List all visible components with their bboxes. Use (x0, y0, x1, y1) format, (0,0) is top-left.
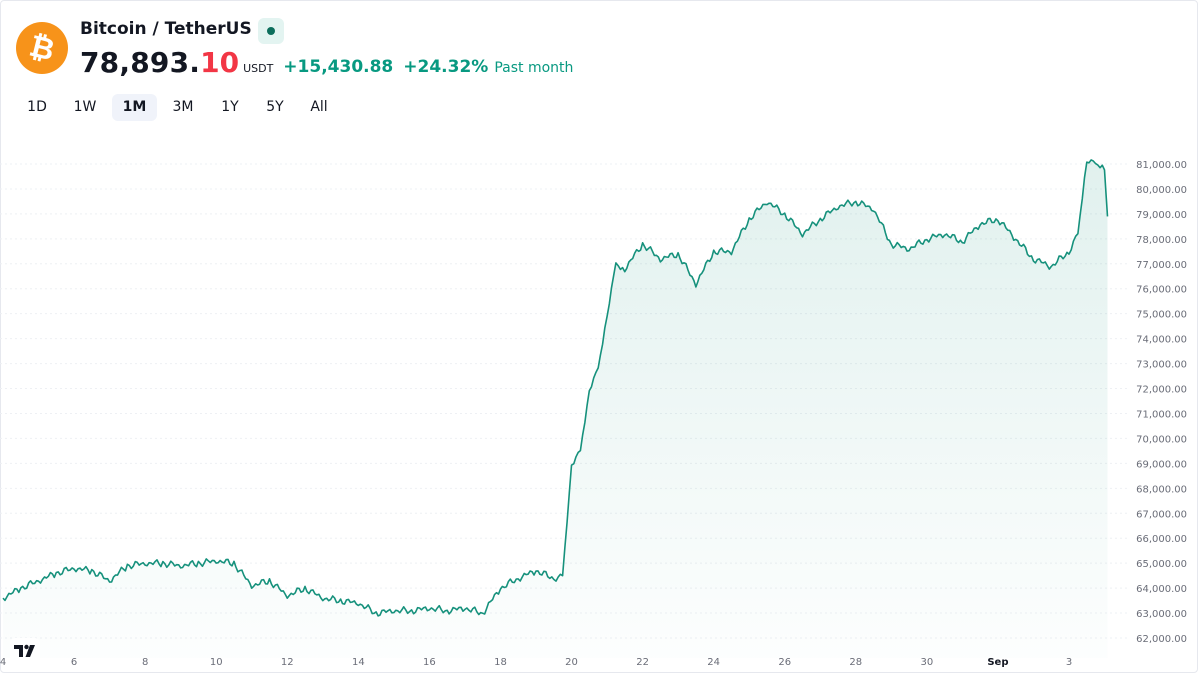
price-decimals: 10 (200, 46, 240, 79)
x-tick-label: 14 (352, 657, 365, 668)
market-status-badge[interactable] (258, 18, 284, 44)
tab-all[interactable]: All (310, 99, 328, 115)
tradingview-logo-icon[interactable] (10, 638, 40, 664)
x-tick-label: 3 (1066, 657, 1072, 668)
tab-1m[interactable]: 1M (112, 94, 157, 121)
market-open-dot-icon (267, 27, 275, 35)
y-tick-label: 62,000.00 (1136, 634, 1187, 645)
y-tick-label: 67,000.00 (1136, 509, 1187, 520)
x-tick-label: 26 (778, 657, 791, 668)
x-tick-label: 30 (920, 657, 933, 668)
y-tick-label: 69,000.00 (1136, 459, 1187, 470)
x-tick-label: Sep (987, 657, 1008, 668)
tab-1y[interactable]: 1Y (221, 99, 239, 115)
price-currency: USDT (243, 62, 274, 75)
y-tick-label: 80,000.00 (1136, 185, 1187, 196)
y-tick-label: 79,000.00 (1136, 210, 1187, 221)
y-tick-label: 73,000.00 (1136, 360, 1187, 371)
change-period-label: Past month (494, 60, 574, 76)
y-tick-label: 76,000.00 (1136, 285, 1187, 296)
y-tick-label: 75,000.00 (1136, 310, 1187, 321)
tab-1w[interactable]: 1W (73, 99, 97, 115)
y-tick-label: 66,000.00 (1136, 534, 1187, 545)
price-change-absolute: +15,430.88 (283, 57, 394, 77)
symbol-title[interactable]: Bitcoin / TetherUS (80, 19, 252, 39)
x-tick-label: 6 (71, 657, 77, 668)
tab-1d[interactable]: 1D (27, 99, 47, 115)
x-tick-label: 28 (849, 657, 862, 668)
x-tick-label: 20 (565, 657, 578, 668)
x-tick-label: 22 (636, 657, 649, 668)
y-tick-label: 71,000.00 (1136, 409, 1187, 420)
x-tick-label: 12 (281, 657, 294, 668)
price-area-fill (3, 159, 1108, 658)
price-change-percent: +24.32% (403, 57, 489, 77)
bitcoin-logo-icon: ₿ (16, 22, 68, 74)
x-tick-label: 10 (210, 657, 223, 668)
price-chart[interactable]: 62,000.00 63,000.00 64,000.00 65,000.00 66,0… (0, 130, 1200, 675)
tab-5y[interactable]: 5Y (266, 99, 284, 115)
x-tick-label: 24 (707, 657, 720, 668)
y-tick-label: 68,000.00 (1136, 484, 1187, 495)
x-tick-label: 18 (494, 657, 507, 668)
y-tick-label: 78,000.00 (1136, 235, 1187, 246)
y-tick-label: 65,000.00 (1136, 559, 1187, 570)
x-tick-label: 8 (142, 657, 148, 668)
y-tick-label: 74,000.00 (1136, 335, 1187, 346)
tab-3m[interactable]: 3M (172, 99, 194, 115)
x-tick-label: 4 (0, 657, 6, 668)
x-tick-label: 16 (423, 657, 436, 668)
price-value: 78,893. (80, 46, 201, 79)
price-series-line[interactable] (2, 159, 1109, 617)
y-tick-label: 70,000.00 (1136, 434, 1187, 445)
y-tick-label: 81,000.00 (1136, 160, 1187, 171)
price-row: 78,893.10 USDT +15,430.88 +24.32% Past month (80, 46, 573, 79)
y-tick-label: 63,000.00 (1136, 609, 1187, 620)
y-tick-label: 72,000.00 (1136, 385, 1187, 396)
y-tick-label: 77,000.00 (1136, 260, 1187, 271)
y-tick-label: 64,000.00 (1136, 584, 1187, 595)
